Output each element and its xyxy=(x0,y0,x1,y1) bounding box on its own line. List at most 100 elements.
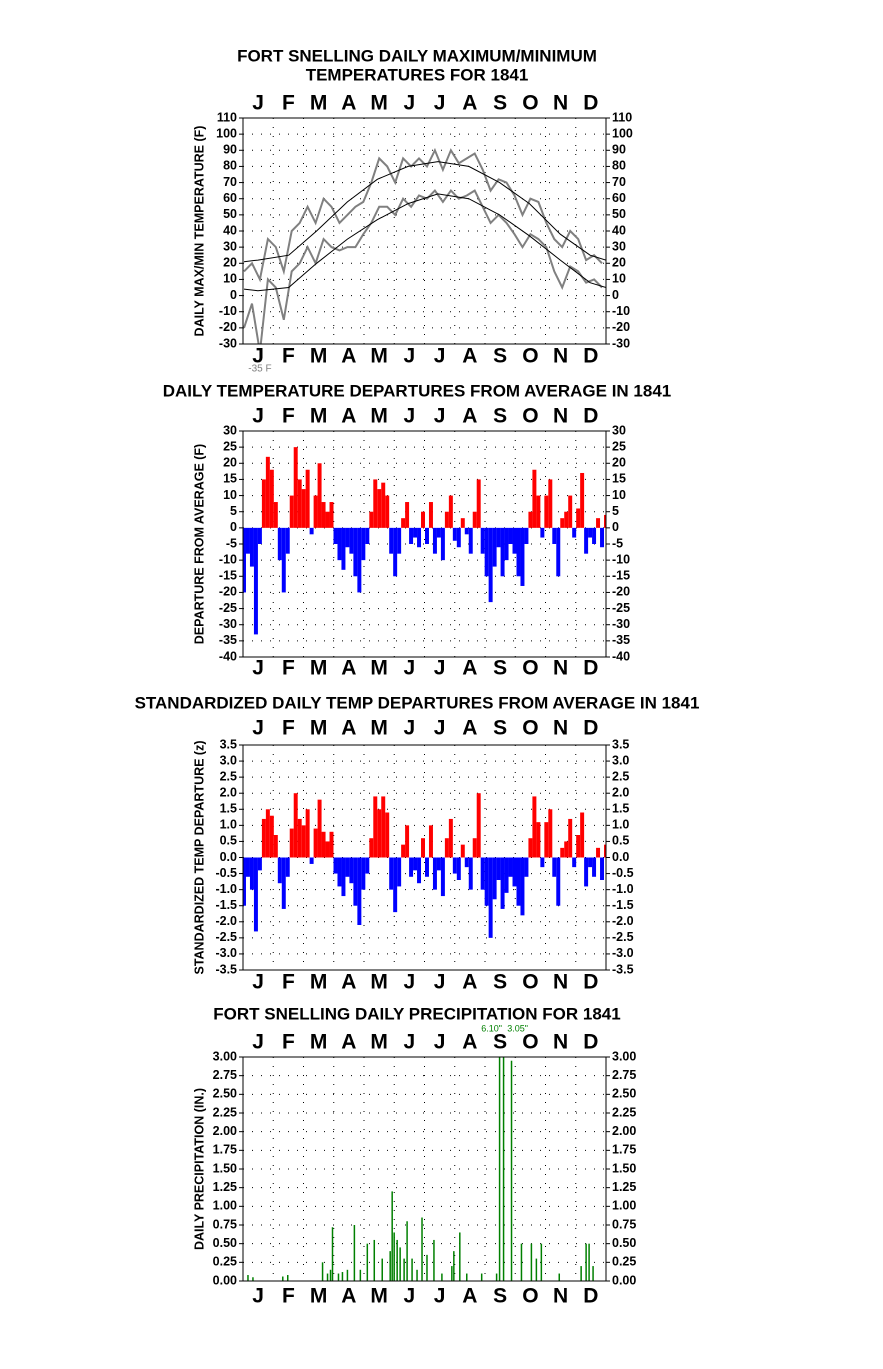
month-label: A xyxy=(462,1285,477,1308)
y-tick-label: -15 xyxy=(219,569,237,583)
bar xyxy=(357,527,362,593)
bar xyxy=(252,1277,254,1281)
y-tick-label-right: -30 xyxy=(612,336,630,350)
y-tick-label: 20 xyxy=(223,456,237,470)
bar xyxy=(329,1269,332,1281)
bar xyxy=(552,527,557,544)
y-tick-label: 30 xyxy=(223,239,237,253)
y-tick-label-right: 50 xyxy=(612,207,626,221)
month-label: O xyxy=(522,405,538,428)
bar xyxy=(532,469,537,528)
month-label: J xyxy=(404,971,416,994)
bar xyxy=(464,527,469,535)
y-tick-label: 100 xyxy=(216,126,237,140)
y-tick-label-right: -30 xyxy=(612,617,630,631)
bar xyxy=(528,838,533,858)
y-tick-label-right: 2.5 xyxy=(612,769,629,783)
y-tick-label-right: 30 xyxy=(612,239,626,253)
bar xyxy=(456,857,461,880)
bar xyxy=(548,809,553,858)
y-tick-label: 3.00 xyxy=(213,1049,237,1063)
bar xyxy=(560,518,565,528)
bar xyxy=(424,857,429,877)
bar xyxy=(325,511,330,528)
bar xyxy=(403,1258,405,1281)
month-label: M xyxy=(310,657,328,680)
y-tick-label-right: 1.50 xyxy=(612,1161,636,1175)
month-label: M xyxy=(310,405,328,428)
month-label: M xyxy=(370,971,388,994)
month-label: A xyxy=(462,657,477,680)
month-label: A xyxy=(341,971,356,994)
bar xyxy=(243,527,246,593)
bar xyxy=(265,456,270,528)
bar xyxy=(366,1243,369,1281)
month-label: F xyxy=(282,971,295,994)
bar xyxy=(369,511,374,528)
y-tick-label: 3.0 xyxy=(220,753,237,767)
bar xyxy=(417,857,422,884)
annotation: -35 F xyxy=(248,364,271,375)
y-tick-label-right: -3.0 xyxy=(612,946,634,960)
bar xyxy=(396,1239,398,1281)
bar xyxy=(326,1273,329,1281)
y-axis-label: DEPARTURE FROM AVERAGE (F) xyxy=(192,444,206,644)
bar xyxy=(301,825,306,858)
month-label: A xyxy=(462,971,477,994)
bar xyxy=(516,527,521,577)
y-tick-label-right: 1.75 xyxy=(612,1143,636,1157)
bar xyxy=(496,857,501,880)
y-tick-label-right: 0.25 xyxy=(612,1255,636,1269)
y-tick-label-right: 1.25 xyxy=(612,1180,636,1194)
bar xyxy=(536,822,541,858)
bar xyxy=(604,844,606,858)
value-label: 3.05" xyxy=(507,1023,528,1033)
y-tick-label-right: 10 xyxy=(612,272,626,286)
bar xyxy=(580,472,585,528)
bar xyxy=(600,857,605,880)
bar xyxy=(452,527,457,541)
bar xyxy=(520,527,525,586)
month-label: M xyxy=(370,1285,388,1308)
month-label: J xyxy=(434,1031,446,1054)
y-tick-label: 30 xyxy=(223,423,237,437)
bar xyxy=(401,518,406,528)
bar xyxy=(448,495,453,528)
y-tick-label: 40 xyxy=(223,223,237,237)
bar xyxy=(540,1243,543,1281)
chart-title: STANDARDIZED DAILY TEMP DEPARTURES FROM … xyxy=(135,693,700,712)
bar xyxy=(273,835,278,858)
y-tick-label: 5 xyxy=(230,504,237,518)
bar xyxy=(480,857,485,890)
month-label: O xyxy=(522,92,538,115)
bar xyxy=(536,495,541,528)
bar xyxy=(406,1221,408,1281)
bar xyxy=(424,527,429,544)
bar xyxy=(459,1232,461,1281)
month-label: A xyxy=(462,405,477,428)
bar xyxy=(480,1273,483,1281)
bar xyxy=(285,857,290,877)
month-label: J xyxy=(434,971,446,994)
month-label: J xyxy=(404,1285,416,1308)
y-tick-label-right: 2.0 xyxy=(612,786,629,800)
y-tick-label-right: 5 xyxy=(612,504,619,518)
bar xyxy=(385,495,390,528)
bar xyxy=(508,857,513,877)
bar xyxy=(293,793,298,858)
bar xyxy=(353,527,358,577)
bar xyxy=(399,1247,401,1281)
bar xyxy=(495,1273,498,1281)
bar xyxy=(572,857,577,868)
y-tick-label: 15 xyxy=(223,472,237,486)
y-tick-label-right: -35 xyxy=(612,633,630,647)
y-tick-label-right: 20 xyxy=(612,256,626,270)
bar xyxy=(564,841,569,858)
y-tick-label-right: -10 xyxy=(612,552,630,566)
bar xyxy=(468,527,473,554)
month-label: J xyxy=(404,717,416,740)
bar xyxy=(333,527,338,544)
y-tick-label-right: 60 xyxy=(612,191,626,205)
y-tick-label: 0.0 xyxy=(220,850,237,864)
bar xyxy=(277,527,282,561)
